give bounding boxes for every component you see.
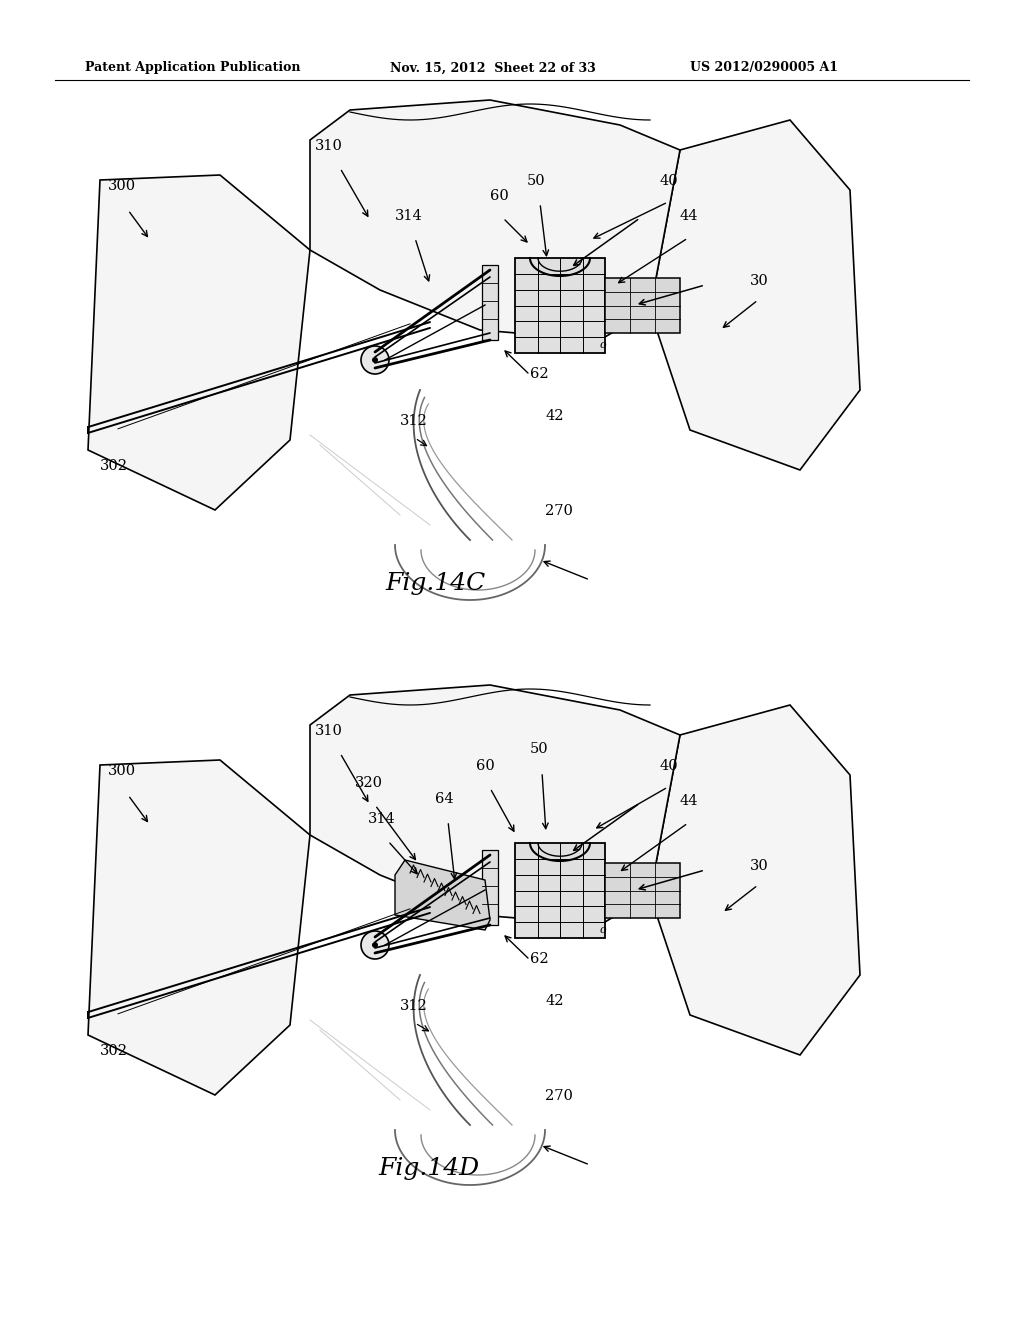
Text: 30: 30 [750,275,769,288]
Text: 312: 312 [400,414,428,428]
Text: 64: 64 [435,792,454,807]
Text: 312: 312 [400,999,428,1012]
Circle shape [361,931,389,960]
Text: 270: 270 [545,504,572,517]
Circle shape [372,942,378,948]
Text: 300: 300 [108,180,136,193]
Text: 300: 300 [108,764,136,777]
Bar [515,843,605,939]
Text: 320: 320 [355,776,383,789]
Text: 60: 60 [476,759,495,774]
Bar [482,265,498,341]
Polygon shape [310,685,680,925]
Polygon shape [88,176,310,510]
Text: 310: 310 [315,139,343,153]
Bar [482,850,498,925]
Text: 44: 44 [680,209,698,223]
Text: 270: 270 [545,1089,572,1104]
Text: o: o [600,925,607,935]
Polygon shape [310,100,680,341]
Text: 30: 30 [750,859,769,873]
Polygon shape [650,120,860,470]
Bar [605,279,680,333]
Text: 50: 50 [527,174,546,187]
Text: Fig.14D: Fig.14D [378,1158,479,1180]
Circle shape [361,346,389,374]
Circle shape [372,356,378,363]
Polygon shape [395,861,490,931]
Text: 62: 62 [530,367,549,381]
Polygon shape [650,705,860,1055]
Text: 60: 60 [490,189,509,203]
Bar [605,863,680,917]
Text: 302: 302 [100,459,128,473]
Text: 62: 62 [530,952,549,966]
Text: 44: 44 [680,795,698,808]
Text: Patent Application Publication: Patent Application Publication [85,62,300,74]
Text: 40: 40 [660,759,679,774]
Text: 302: 302 [100,1044,128,1059]
Text: 314: 314 [368,812,395,826]
Text: 310: 310 [315,723,343,738]
Polygon shape [88,760,310,1096]
Text: Fig.14C: Fig.14C [385,572,485,595]
Text: 40: 40 [660,174,679,187]
Text: o: o [600,341,607,350]
Text: 42: 42 [545,994,563,1008]
Text: US 2012/0290005 A1: US 2012/0290005 A1 [690,62,838,74]
Text: Nov. 15, 2012  Sheet 22 of 33: Nov. 15, 2012 Sheet 22 of 33 [390,62,596,74]
Bar [515,257,605,352]
Text: 42: 42 [545,409,563,422]
Text: 314: 314 [395,209,423,223]
Text: 50: 50 [530,742,549,756]
